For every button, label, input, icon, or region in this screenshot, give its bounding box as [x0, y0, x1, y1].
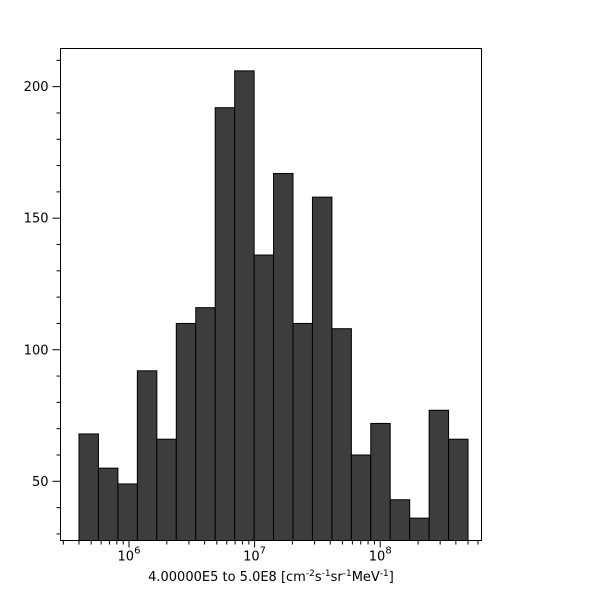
histogram-bar: [350, 454, 372, 541]
histogram-bar: [136, 370, 158, 541]
histogram-bar: [311, 196, 333, 541]
histogram-bar: [428, 409, 450, 542]
histogram-bar: [214, 107, 236, 541]
histogram-bar: [292, 322, 313, 541]
y-tick-label: 150: [24, 212, 49, 227]
y-tick-label: 50: [32, 475, 49, 490]
histogram-bar: [273, 172, 294, 541]
histogram-bar: [156, 438, 177, 541]
histogram-bar: [117, 483, 138, 541]
x-axis-label: 4.00000E5 to 5.0E8 [cm-2s-1sr-1MeV-1]: [148, 569, 394, 585]
histogram-bar: [78, 433, 99, 541]
histogram-bar: [175, 322, 197, 541]
histogram-bar: [389, 499, 411, 541]
histogram-bar: [253, 254, 275, 541]
histogram-bar: [97, 467, 119, 541]
histogram-bar: [331, 328, 352, 542]
plot-frame: [60, 48, 482, 541]
histogram-bar: [370, 422, 391, 542]
x-tick-label: 108: [369, 546, 392, 565]
x-tick-label: 107: [243, 546, 266, 565]
histogram-bar: [195, 307, 216, 541]
y-tick-label: 200: [24, 80, 49, 95]
histogram-bar: [234, 70, 255, 542]
x-tick-label: 106: [118, 546, 141, 565]
y-tick-label: 100: [24, 343, 49, 358]
histogram-bar: [409, 517, 430, 542]
histogram-bar: [448, 438, 469, 541]
